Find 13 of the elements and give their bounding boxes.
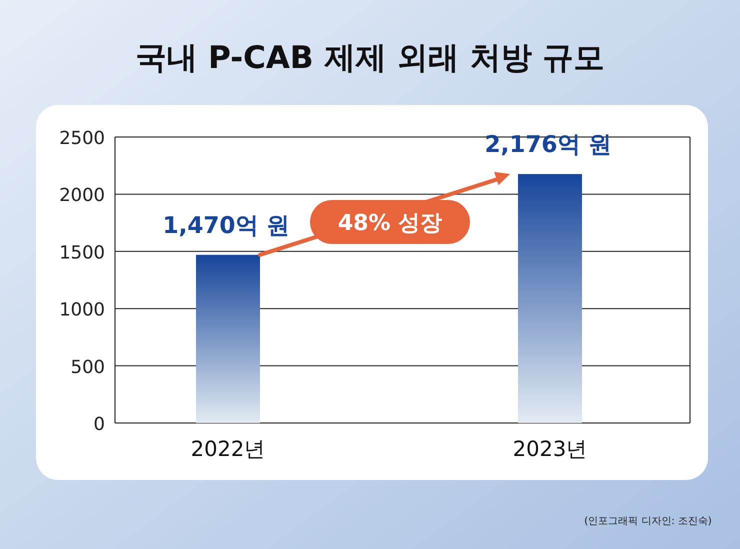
y-tick-label: 500 bbox=[70, 356, 105, 378]
y-tick-label: 1000 bbox=[59, 300, 105, 321]
y-tick-label: 0 bbox=[94, 414, 105, 435]
y-tick-label: 2500 bbox=[59, 128, 105, 149]
annotation: 48% 성장 bbox=[338, 211, 442, 236]
chart-title: 국내 P-CAB 제제 외래 처방 규모 bbox=[135, 40, 605, 76]
y-tick-label: 1500 bbox=[59, 242, 105, 264]
x-tick-label: 2022년 bbox=[190, 437, 266, 461]
text: (인포그래픽 디자인: 조진숙) bbox=[584, 516, 712, 527]
data-label: 1,470억 원 bbox=[162, 212, 290, 239]
data-label: 2,176억 원 bbox=[484, 132, 612, 158]
y-tick-label: 2000 bbox=[59, 185, 105, 206]
x-tick-label: 2023년 bbox=[512, 437, 588, 461]
